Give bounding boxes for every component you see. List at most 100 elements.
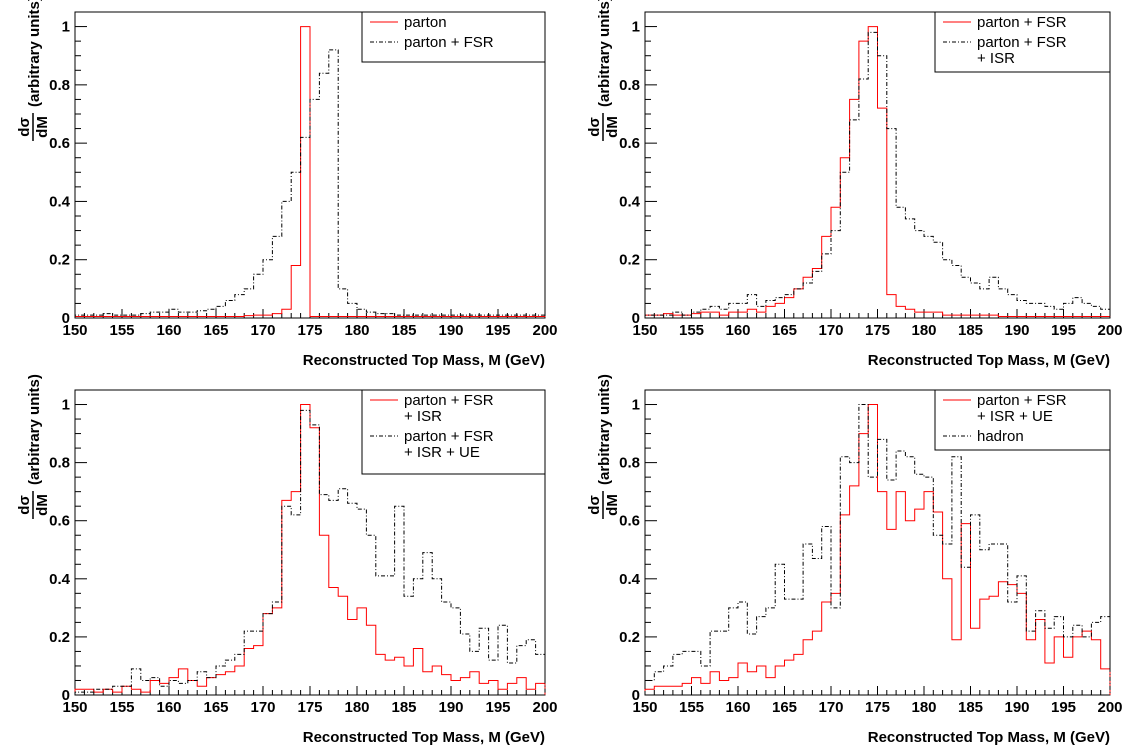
chart-panel-2: 150 155 160 165 170 175 180 185 190 195 200 0 0.2 0.4… — [586, 0, 1123, 369]
y-axis-title: dσ dM (arbitrary units) — [16, 374, 51, 519]
y-tick-label: 0 — [62, 687, 70, 704]
chart-panel-1: 150 155 160 165 170 175 180 185 190 195 200 0 0.2 0.4… — [16, 0, 558, 369]
x-tick-label: 150 — [632, 322, 657, 339]
x-tick-label: 185 — [391, 322, 416, 339]
x-tick-label: 165 — [772, 322, 797, 339]
x-tick-label: 195 — [1051, 322, 1076, 339]
x-tick-label: 195 — [485, 699, 510, 716]
y-axis-numerator: dσ — [16, 495, 33, 514]
x-tick-label: 160 — [725, 322, 750, 339]
x-tick-label: 185 — [958, 699, 983, 716]
x-tick-label: 150 — [62, 322, 87, 339]
legend-entry-1: parton + FSR — [977, 14, 1067, 31]
x-tick-label: 150 — [62, 699, 87, 716]
x-tick-label: 170 — [250, 699, 275, 716]
y-axis-numerator: dσ — [16, 117, 33, 136]
x-tick-label: 160 — [725, 699, 750, 716]
legend-entry-2: hadron — [977, 428, 1024, 445]
y-axis-suffix: (arbitrary units) — [26, 374, 43, 485]
legend-entry-1: parton — [404, 14, 447, 31]
x-tick-label: 200 — [1097, 699, 1122, 716]
y-tick-label: 0 — [62, 310, 70, 327]
legend-box — [361, 389, 546, 475]
legend-entry-1: parton + FSR — [977, 392, 1067, 409]
x-tick-label: 190 — [1004, 699, 1029, 716]
y-axis-denominator: dM — [34, 116, 51, 138]
y-tick-label: 1 — [632, 397, 640, 414]
y-tick-label: 0.4 — [49, 193, 71, 210]
x-tick-label: 200 — [532, 322, 557, 339]
histogram-series-1 — [74, 404, 546, 695]
y-tick-label: 0.4 — [619, 193, 641, 210]
x-tick-label: 150 — [632, 699, 657, 716]
x-tick-label: 165 — [203, 322, 228, 339]
x-axis-title: Reconstructed Top Mass, M (GeV) — [303, 729, 545, 746]
x-tick-label: 195 — [485, 322, 510, 339]
x-axis-title: Reconstructed Top Mass, M (GeV) — [303, 352, 545, 369]
y-tick-label: 0.2 — [619, 252, 640, 269]
x-tick-label: 180 — [344, 699, 369, 716]
y-axis-numerator: dσ — [586, 117, 603, 136]
y-axis-title: dσ dM (arbitrary units) — [586, 0, 621, 141]
x-tick-label: 170 — [250, 322, 275, 339]
y-tick-label: 0.8 — [49, 455, 70, 472]
x-tick-label: 195 — [1051, 699, 1076, 716]
x-tick-label: 155 — [109, 699, 134, 716]
x-tick-label: 160 — [156, 322, 181, 339]
x-tick-label: 160 — [156, 699, 181, 716]
legend-box — [361, 11, 546, 63]
x-tick-label: 170 — [818, 699, 843, 716]
y-tick-label: 0.4 — [619, 571, 641, 588]
legend-entry-2: + ISR — [977, 50, 1015, 67]
y-axis-suffix: (arbitrary units) — [596, 0, 613, 107]
x-tick-label: 175 — [865, 322, 890, 339]
x-axis-title: Reconstructed Top Mass, M (GeV) — [868, 729, 1110, 746]
x-tick-label: 155 — [679, 322, 704, 339]
x-tick-label: 175 — [297, 322, 322, 339]
y-tick-label: 0.8 — [619, 455, 640, 472]
x-tick-label: 165 — [203, 699, 228, 716]
x-tick-label: 175 — [865, 699, 890, 716]
legend-entry-2: + ISR + UE — [404, 444, 480, 461]
x-tick-label: 180 — [911, 322, 936, 339]
y-axis-numerator: dσ — [586, 495, 603, 514]
y-tick-label: 1 — [62, 19, 70, 36]
histogram-series-1 — [74, 26, 546, 318]
y-tick-label: 0.8 — [49, 77, 70, 94]
x-tick-label: 180 — [344, 322, 369, 339]
x-tick-label: 185 — [958, 322, 983, 339]
histogram-series-2 — [644, 31, 1111, 318]
y-tick-label: 0.6 — [619, 513, 640, 530]
y-tick-label: 1 — [62, 397, 70, 414]
x-tick-label: 200 — [1097, 322, 1122, 339]
legend-entry-1: + ISR + UE — [977, 408, 1053, 425]
histogram-series-1 — [644, 26, 1111, 318]
y-tick-label: 0.2 — [49, 629, 70, 646]
y-tick-label: 0.6 — [49, 513, 70, 530]
histogram-series-2 — [644, 404, 1111, 695]
x-axis-title: Reconstructed Top Mass, M (GeV) — [868, 352, 1110, 369]
legend-entry-2: parton + FSR — [404, 34, 494, 51]
x-tick-label: 190 — [438, 699, 463, 716]
legend-entry-2: parton + FSR — [404, 428, 494, 445]
x-tick-label: 165 — [772, 699, 797, 716]
y-tick-label: 0.4 — [49, 571, 71, 588]
y-tick-label: 0.6 — [49, 135, 70, 152]
y-axis-suffix: (arbitrary units) — [596, 374, 613, 485]
y-axis-denominator: dM — [604, 116, 621, 138]
x-tick-label: 180 — [911, 699, 936, 716]
y-tick-label: 0.8 — [619, 77, 640, 94]
y-tick-label: 0.2 — [49, 252, 70, 269]
x-tick-label: 190 — [438, 322, 463, 339]
x-tick-label: 155 — [109, 322, 134, 339]
x-tick-label: 155 — [679, 699, 704, 716]
legend: parton + FSR+ ISR + UE hadron — [934, 389, 1111, 451]
y-axis-title: dσ dM (arbitrary units) — [16, 0, 51, 141]
y-axis-suffix: (arbitrary units) — [26, 0, 43, 107]
x-tick-label: 175 — [297, 699, 322, 716]
y-tick-label: 1 — [632, 19, 640, 36]
chart-panel-4: 150 155 160 165 170 175 180 185 190 195 200 0 0.2 0.4… — [586, 374, 1123, 746]
y-tick-label: 0 — [632, 310, 640, 327]
